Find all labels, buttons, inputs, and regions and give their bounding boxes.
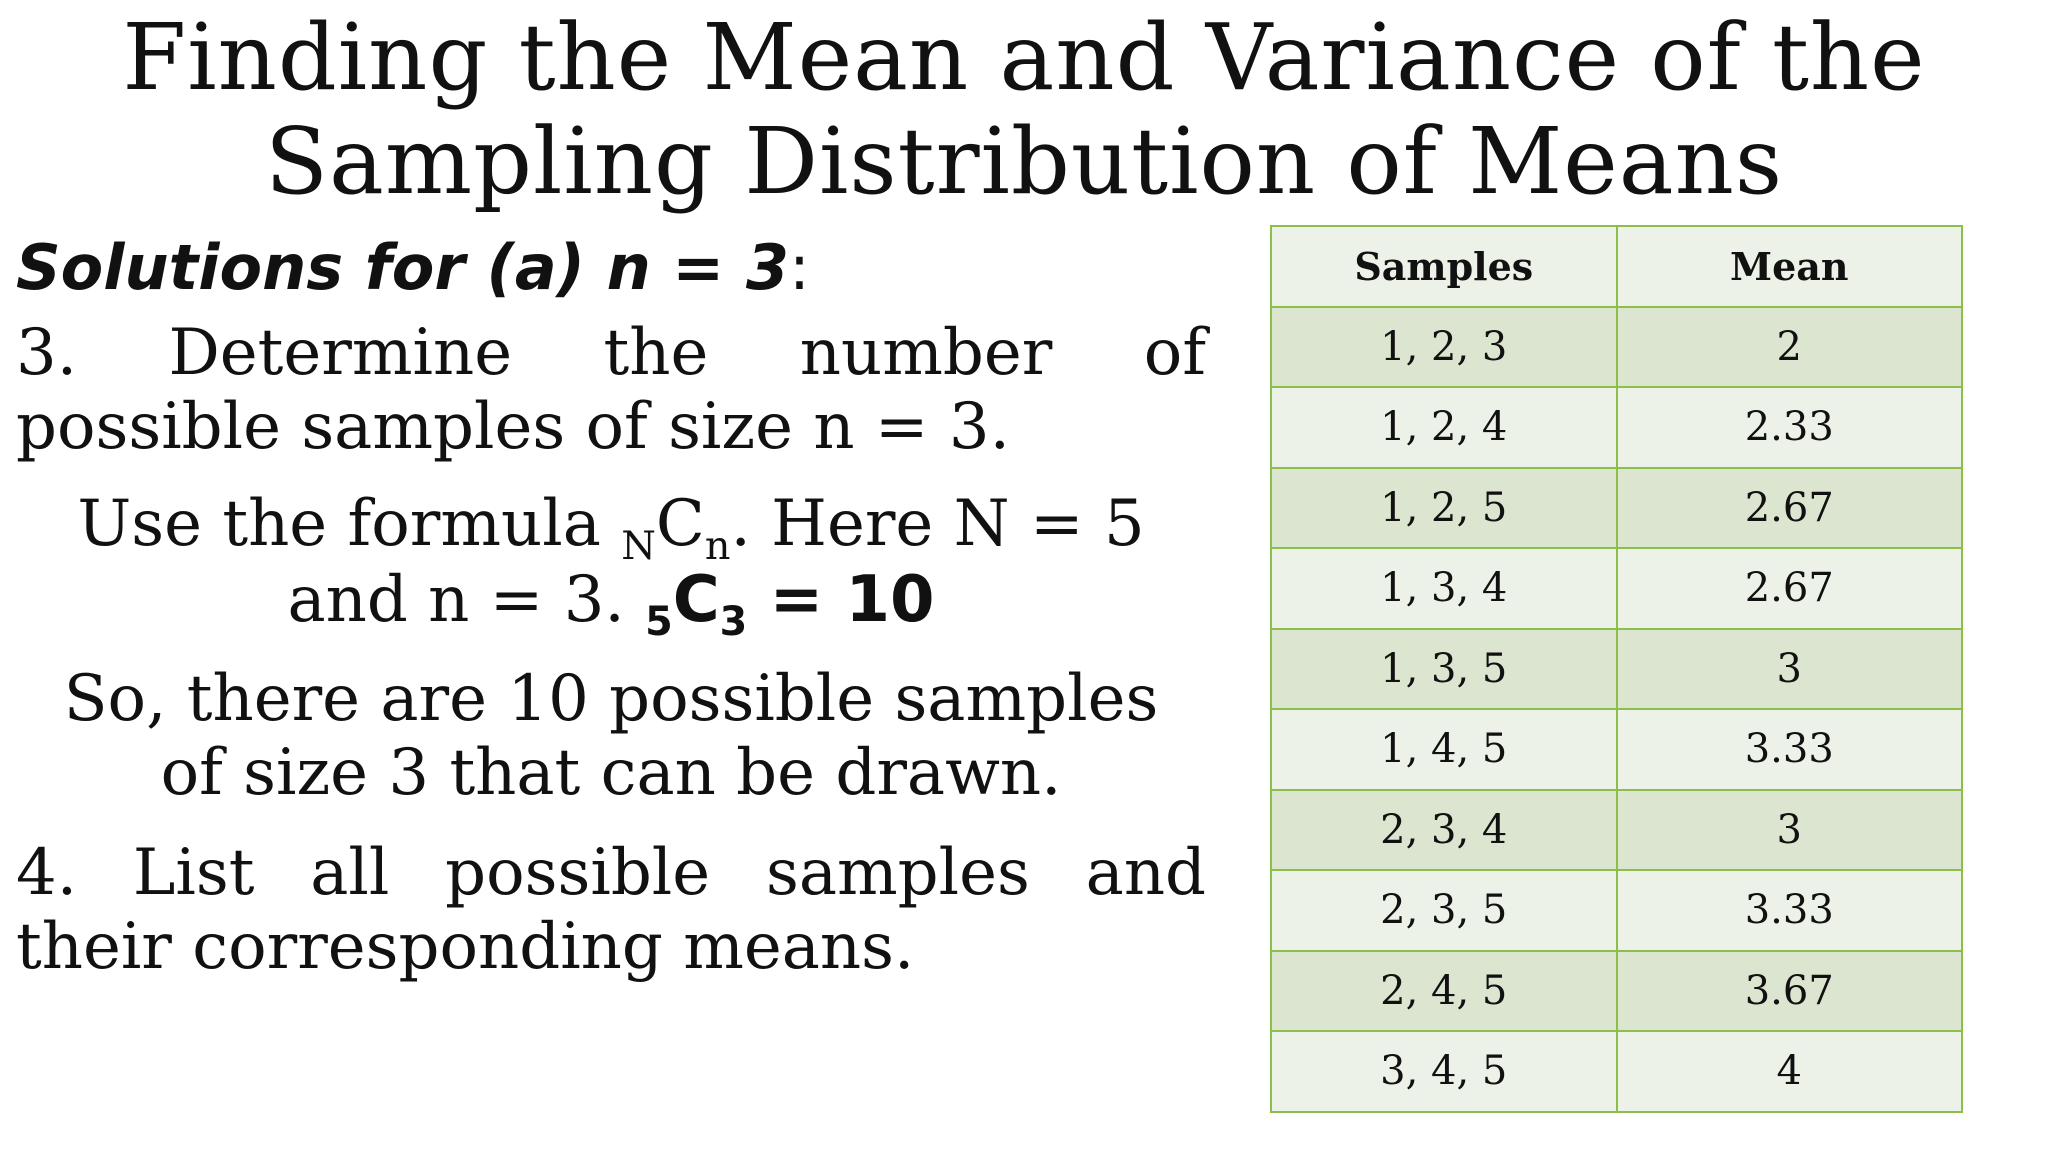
formula-sub-n: n (704, 522, 731, 569)
table-row: 2, 4, 5 3.67 (1270, 949, 1963, 1032)
table-row: 3, 4, 5 4 (1270, 1030, 1963, 1113)
sample-cell: 1, 2, 4 (1270, 386, 1618, 469)
combination-C: C (672, 563, 720, 637)
step-3-text: 3. Determine the number of possible samp… (16, 316, 1206, 464)
step-4-text: 4. List all possible samples and their c… (16, 836, 1206, 984)
formula-intro: Use the formula (77, 487, 622, 561)
slide-title-line-2: Sampling Distribution of Means (264, 108, 1784, 215)
table-header-row: Samples Mean (1270, 225, 1963, 308)
mean-cell: 2.67 (1615, 466, 1963, 549)
mean-cell: 3 (1615, 788, 1963, 871)
step-3-line-1: 3. Determine the number of (16, 316, 1206, 390)
table-row: 1, 2, 5 2.67 (1270, 466, 1963, 549)
solution-heading-text: Solutions for (a) n = 3 (16, 231, 789, 304)
combination-sub-3: 3 (719, 598, 748, 645)
conclusion-text: So, there are 10 possible samples of siz… (16, 662, 1206, 810)
slide-title: Finding the Mean and Variance of the Sam… (0, 6, 2048, 214)
samples-means-table: Samples Mean 1, 2, 3 2 1, 2, 4 2.33 1, 2… (1270, 225, 1963, 1113)
combination-value: = 10 (747, 563, 935, 637)
mean-cell: 3.67 (1615, 949, 1963, 1032)
table-row: 1, 2, 3 2 (1270, 305, 1963, 388)
sample-cell: 1, 4, 5 (1270, 708, 1618, 791)
conclusion-line-2: of size 3 that can be drawn. (160, 736, 1062, 810)
table-row: 2, 3, 4 3 (1270, 788, 1963, 871)
header-mean: Mean (1615, 225, 1963, 308)
sample-cell: 1, 2, 5 (1270, 466, 1618, 549)
mean-cell: 3.33 (1615, 869, 1963, 952)
table-row: 1, 3, 4 2.67 (1270, 547, 1963, 630)
solution-heading: Solutions for (a) n = 3: (16, 228, 1206, 308)
sample-cell: 3, 4, 5 (1270, 1030, 1618, 1113)
combination-result: 5C3 = 10 (645, 563, 935, 642)
step-4-line-1: 4. List all possible samples and (16, 836, 1206, 910)
formula-text: Use the formula NCn. Here N = 5 and n = … (16, 486, 1206, 642)
conclusion-line-1: So, there are 10 possible samples (63, 662, 1159, 736)
mean-cell: 2.67 (1615, 547, 1963, 630)
sample-cell: 1, 3, 5 (1270, 627, 1618, 710)
mean-cell: 2.33 (1615, 386, 1963, 469)
table-row: 1, 4, 5 3.33 (1270, 708, 1963, 791)
mean-cell: 2 (1615, 305, 1963, 388)
table-row: 1, 3, 5 3 (1270, 627, 1963, 710)
sample-cell: 2, 4, 5 (1270, 949, 1618, 1032)
mean-cell: 3.33 (1615, 708, 1963, 791)
mean-cell: 3 (1615, 627, 1963, 710)
formula-here: . Here N = 5 (730, 487, 1145, 561)
step-4-line-2: their corresponding means. (16, 910, 915, 984)
solution-heading-colon: : (788, 231, 810, 304)
solution-text-block: Solutions for (a) n = 3: 3. Determine th… (16, 228, 1206, 984)
sample-cell: 2, 3, 4 (1270, 788, 1618, 871)
formula-C: C (655, 487, 705, 561)
formula-line-2-prefix: and n = 3. (287, 563, 646, 637)
formula-sub-N: N (621, 522, 656, 569)
samples-table-container: Samples Mean 1, 2, 3 2 1, 2, 4 2.33 1, 2… (1270, 225, 1963, 1113)
table-row: 1, 2, 4 2.33 (1270, 386, 1963, 469)
sample-cell: 2, 3, 5 (1270, 869, 1618, 952)
sample-cell: 1, 2, 3 (1270, 305, 1618, 388)
mean-cell: 4 (1615, 1030, 1963, 1113)
sample-cell: 1, 3, 4 (1270, 547, 1618, 630)
table-row: 2, 3, 5 3.33 (1270, 869, 1963, 952)
header-samples: Samples (1270, 225, 1618, 308)
step-3-line-2: possible samples of size n = 3. (16, 390, 1010, 464)
combination-sub-5: 5 (645, 598, 673, 645)
slide-title-line-1: Finding the Mean and Variance of the (122, 4, 1926, 111)
